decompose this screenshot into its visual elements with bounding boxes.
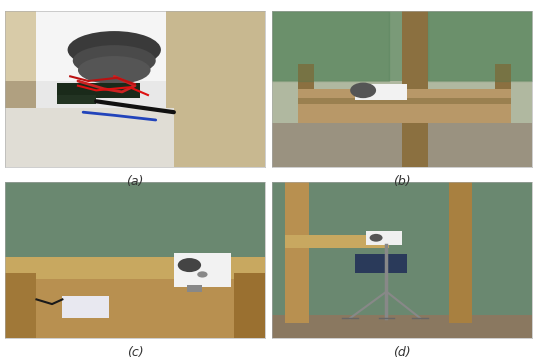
Bar xyxy=(285,183,309,323)
Text: (d): (d) xyxy=(393,346,411,359)
Ellipse shape xyxy=(78,56,150,84)
Bar xyxy=(5,11,166,81)
Bar xyxy=(402,11,428,167)
Ellipse shape xyxy=(73,45,156,76)
Bar xyxy=(5,279,265,338)
Bar xyxy=(355,254,407,273)
Text: (a): (a) xyxy=(126,175,144,188)
Text: (b): (b) xyxy=(393,175,411,188)
Bar xyxy=(57,82,140,98)
Ellipse shape xyxy=(178,258,201,272)
Bar xyxy=(37,11,166,112)
Bar xyxy=(5,273,37,338)
Ellipse shape xyxy=(350,82,376,98)
Bar xyxy=(5,257,265,279)
Bar xyxy=(5,108,174,167)
Bar xyxy=(299,89,511,98)
Bar xyxy=(366,231,402,245)
Ellipse shape xyxy=(369,234,382,242)
Bar xyxy=(272,315,532,338)
Bar xyxy=(174,253,231,287)
Text: (c): (c) xyxy=(127,346,143,359)
Ellipse shape xyxy=(197,271,208,278)
Bar xyxy=(148,11,265,167)
Bar xyxy=(187,285,202,292)
Bar xyxy=(285,235,389,248)
Bar xyxy=(5,183,265,260)
Bar xyxy=(355,84,407,100)
Bar xyxy=(299,98,511,108)
Bar xyxy=(272,11,532,81)
Bar xyxy=(57,95,96,104)
Bar xyxy=(272,123,532,167)
Bar xyxy=(62,296,109,318)
Bar xyxy=(495,64,511,89)
Bar xyxy=(37,11,166,81)
Bar xyxy=(299,104,511,123)
Ellipse shape xyxy=(68,31,161,68)
Bar xyxy=(234,273,265,338)
Bar xyxy=(449,183,472,323)
Bar xyxy=(299,64,314,89)
